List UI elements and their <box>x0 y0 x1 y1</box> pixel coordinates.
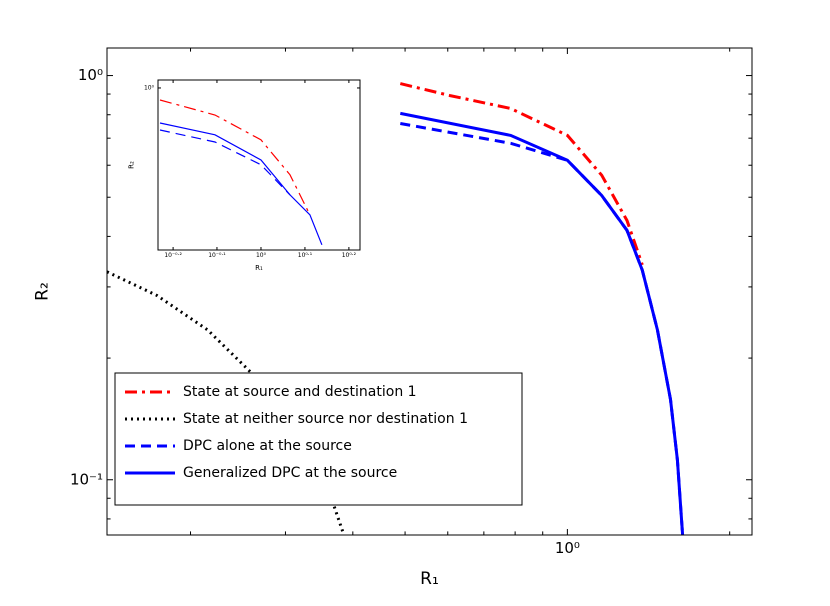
plot-area <box>158 80 360 250</box>
y-axis-label: R₂ <box>32 282 52 301</box>
series-line <box>159 129 291 196</box>
series-line <box>159 99 311 216</box>
legend-label: State at source and destination 1 <box>183 384 417 400</box>
y-tick-label: 10⁰ <box>78 66 103 84</box>
x-tick-label: 10⁻⁰·² <box>164 252 182 259</box>
x-tick-label: 10⁰·¹ <box>298 252 313 259</box>
series-line <box>399 82 644 266</box>
y-tick-label: 10⁰ <box>144 84 155 91</box>
y-tick-label: 10⁻¹ <box>70 470 103 488</box>
x-tick-label: 10⁰·² <box>342 252 357 259</box>
legend-box <box>114 372 523 506</box>
legend-label: State at neither source nor destination … <box>183 411 468 427</box>
plot-frame <box>157 79 361 251</box>
legend-label: Generalized DPC at the source <box>183 465 397 481</box>
y-axis-label: R₂ <box>127 161 135 169</box>
legend-label: DPC alone at the source <box>183 438 352 454</box>
x-tick-label: 10⁻⁰·¹ <box>208 252 226 259</box>
x-tick-label: 10⁰ <box>256 252 267 259</box>
series-line <box>159 122 323 246</box>
x-tick-label: 10⁰ <box>555 539 580 557</box>
x-axis-label: R₁ <box>255 264 263 272</box>
series-line <box>400 111 685 536</box>
x-axis-label: R₁ <box>420 569 439 589</box>
plot-frame <box>106 47 753 536</box>
